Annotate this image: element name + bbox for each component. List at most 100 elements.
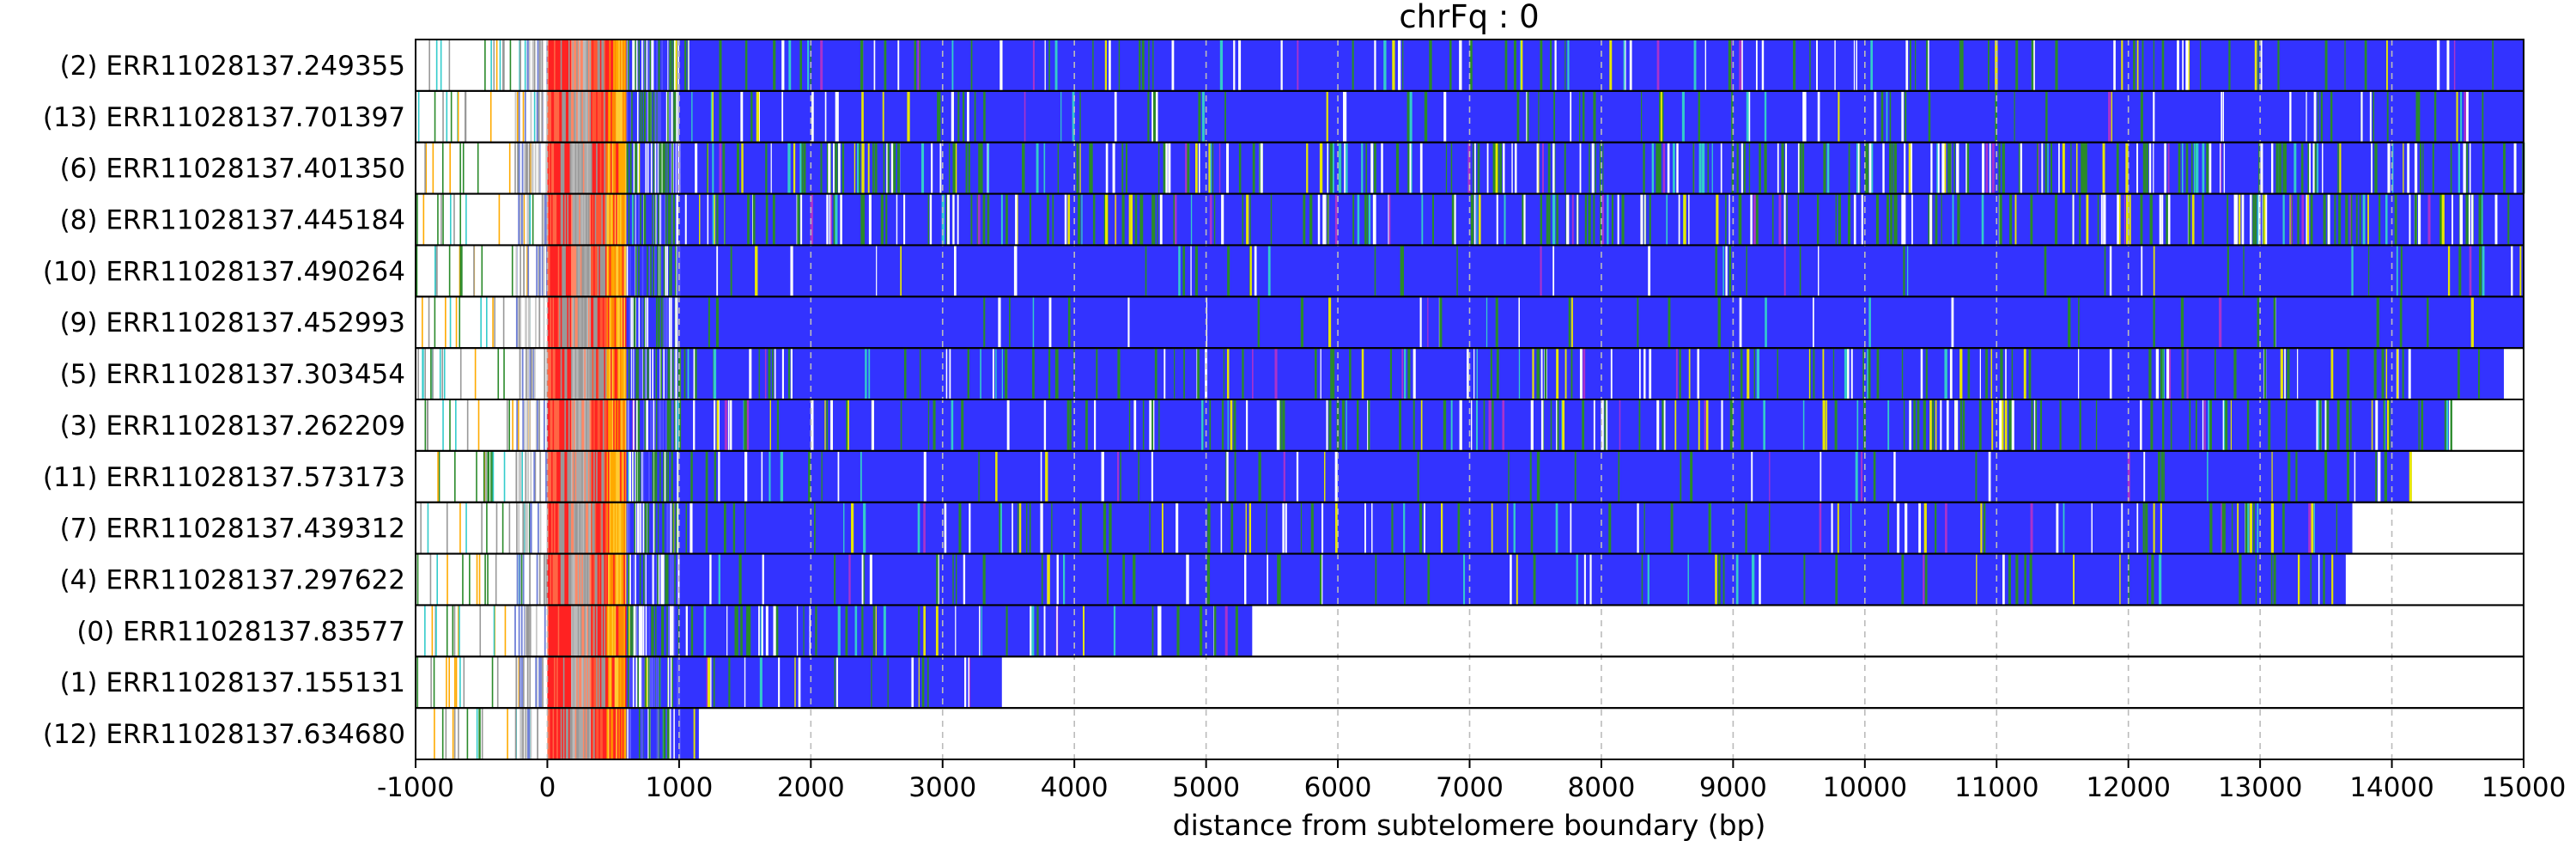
variant-mark	[1753, 193, 1756, 246]
subtelomere-mark	[579, 399, 581, 451]
subtelomere-mark	[547, 502, 550, 554]
variant-mark	[647, 502, 650, 554]
subtelomere-mark	[564, 553, 567, 606]
subtelomere-mark	[588, 296, 591, 349]
variant-mark	[1128, 399, 1131, 451]
subtelomere-mark	[596, 502, 598, 554]
variant-mark	[445, 708, 447, 759]
variant-mark	[2260, 142, 2263, 194]
variant-mark	[654, 605, 657, 657]
variant-mark	[2147, 553, 2149, 606]
variant-mark	[2349, 193, 2351, 246]
subtelomere-mark	[613, 90, 616, 143]
variant-mark	[673, 348, 676, 399]
subtelomere-mark	[579, 656, 581, 709]
variant-mark	[2379, 193, 2381, 246]
variant-mark	[631, 193, 634, 246]
variant-mark	[663, 245, 665, 297]
variant-mark	[1781, 142, 1784, 194]
variant-mark	[461, 245, 463, 297]
variant-mark	[2374, 142, 2378, 194]
subtelomere-mark	[559, 40, 562, 91]
variant-mark	[2239, 553, 2242, 606]
variant-mark	[537, 399, 538, 451]
variant-mark	[1334, 450, 1338, 503]
variant-mark	[1092, 40, 1094, 91]
variant-mark	[631, 656, 634, 709]
variant-mark	[499, 40, 501, 91]
subtelomere-mark	[548, 656, 551, 709]
subtelomere-mark	[574, 708, 577, 759]
variant-mark	[526, 502, 528, 554]
variant-mark	[664, 450, 666, 503]
variant-mark	[1649, 193, 1651, 246]
variant-mark	[633, 40, 635, 91]
variant-mark	[1547, 142, 1551, 194]
variant-mark	[2168, 348, 2172, 399]
subtelomere-mark	[559, 296, 562, 349]
subtelomere-mark	[555, 90, 557, 143]
variant-mark	[1064, 193, 1067, 246]
variant-mark	[521, 348, 524, 399]
variant-mark	[1230, 399, 1233, 451]
variant-mark	[2140, 90, 2143, 143]
variant-mark	[688, 40, 690, 91]
variant-mark	[2153, 142, 2154, 194]
variant-mark	[1403, 502, 1406, 554]
variant-mark	[1903, 245, 1905, 297]
subtelomere-mark	[605, 296, 607, 349]
variant-mark	[955, 142, 957, 194]
variant-mark	[1513, 502, 1516, 554]
variant-mark	[1564, 40, 1566, 91]
variant-mark	[2458, 142, 2460, 194]
variant-mark	[638, 605, 640, 657]
variant-mark	[761, 605, 763, 657]
variant-mark	[496, 656, 499, 709]
variant-mark	[1343, 90, 1346, 143]
variant-mark	[2319, 399, 2322, 451]
variant-mark	[728, 656, 731, 709]
variant-mark	[2037, 142, 2038, 194]
subtelomere-mark	[579, 708, 581, 759]
variant-mark	[507, 708, 508, 759]
variant-mark	[665, 399, 667, 451]
x-tick-label: 7000	[1436, 772, 1504, 803]
variant-mark	[2220, 142, 2222, 194]
subtelomere-mark	[585, 502, 587, 554]
variant-mark	[530, 450, 532, 503]
variant-mark	[1728, 245, 1732, 297]
variant-mark	[2263, 193, 2266, 246]
variant-mark	[658, 502, 659, 554]
variant-mark	[999, 502, 1002, 554]
subtelomere-mark	[608, 553, 611, 606]
variant-mark	[1052, 193, 1054, 246]
variant-mark	[658, 708, 659, 759]
variant-mark	[1999, 399, 2002, 451]
variant-mark	[633, 553, 635, 606]
subtelomere-mark	[599, 40, 602, 91]
subtelomere-mark	[565, 656, 568, 709]
variant-mark	[1576, 553, 1578, 606]
variant-mark	[1818, 245, 1820, 297]
variant-mark	[880, 193, 884, 246]
subtelomere-mark	[559, 553, 562, 606]
variant-mark	[1240, 142, 1242, 194]
variant-mark	[1252, 142, 1255, 194]
subtelomere-mark	[562, 502, 565, 554]
subtelomere-mark	[574, 40, 576, 91]
variant-mark	[677, 502, 679, 554]
variant-mark	[1486, 142, 1489, 194]
subtelomere-mark	[581, 553, 584, 606]
variant-mark	[653, 245, 655, 297]
variant-mark	[660, 142, 663, 194]
variant-mark	[2044, 142, 2047, 194]
variant-mark	[2035, 399, 2038, 451]
subtelomere-mark	[585, 193, 587, 246]
variant-mark	[675, 502, 677, 554]
subtelomere-mark	[562, 193, 565, 246]
variant-mark	[771, 348, 774, 399]
variant-mark	[1041, 553, 1043, 606]
variant-mark	[1730, 40, 1733, 91]
variant-mark	[641, 656, 644, 709]
subtelomere-mark	[551, 399, 554, 451]
